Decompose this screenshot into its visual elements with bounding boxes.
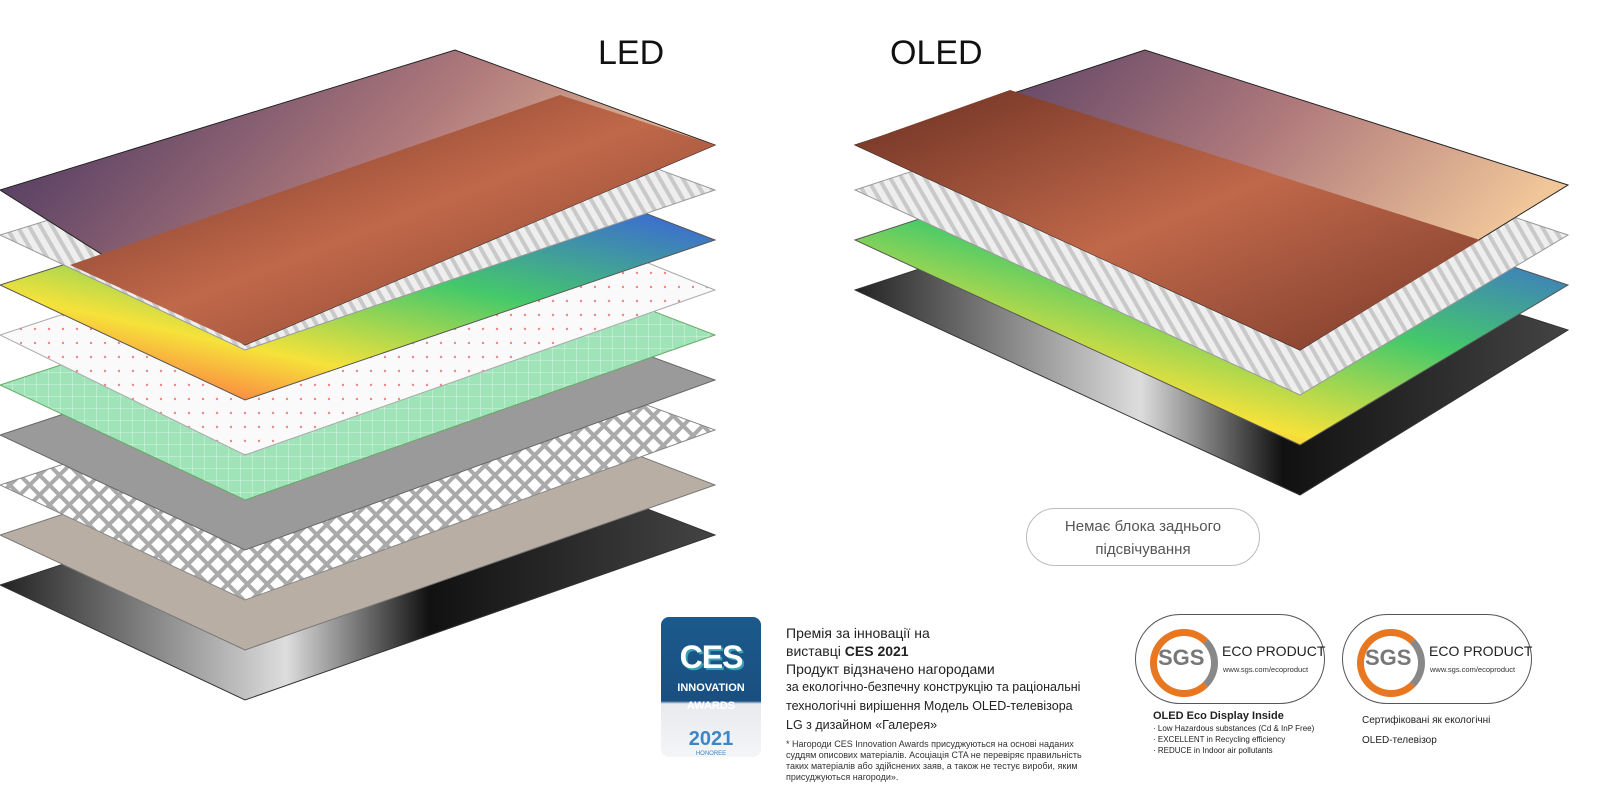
ces-line-text: виставці [786,643,845,659]
sgs-line: OLED-телевізор [1362,735,1437,746]
badge-year: 2021 [688,728,734,750]
led-stack [0,49,717,701]
ces-award-badge: CES INNOVATION AWARDS 2021 HONOREE [661,617,761,757]
oled-stack [853,49,1570,496]
sgs-title: OLED Eco Display Inside [1153,710,1284,722]
sgs-logo-text: SGS [1365,645,1412,670]
sgs-ring-icon [1357,629,1425,697]
ces-line-bold: CES 2021 [844,643,909,659]
oled-heading: OLED [890,34,983,72]
sgs-label: ECO PRODUCT [1222,643,1326,659]
badge-honoree: HONOREE [695,751,727,757]
badge-line: INNOVATION [677,682,745,694]
ces-line: виставці CES 2021 [786,642,1101,660]
sgs-logo-text: SGS [1158,645,1205,670]
no-backlight-label: Немає блока заднього підсвічування [1026,508,1260,566]
ces-line: LG з дизайном «Галерея» [786,718,938,732]
sgs-item: · Low Hazardous substances (Cd & InP Fre… [1153,724,1315,733]
sgs-item: · EXCELLENT in Recycling efficiency [1153,735,1286,744]
ces-logo: CES [679,639,744,675]
ces-line: Продукт відзначено нагородами [786,661,995,677]
sgs-label: ECO PRODUCT [1429,643,1533,659]
badge-line: AWARDS [686,700,736,712]
ces-line: Премія за інновації на [786,625,930,641]
oled-image-sand [855,90,1480,350]
note-line: Немає блока заднього [1064,518,1222,535]
sgs-url: www.sgs.com/ecoproduct [1223,665,1309,674]
sgs-eco-logo: SGS ECO PRODUCT www.sgs.com/ecoproduct [1342,614,1532,704]
sgs-eco-logo: SGS ECO PRODUCT www.sgs.com/ecoproduct [1135,614,1325,704]
led-heading: LED [598,34,665,72]
ces-line: технологічні вирішення Модель OLED-телев… [786,699,1073,713]
sgs-note-1: OLED Eco Display Inside · Low Hazardous … [1153,710,1314,756]
sgs-ring-icon [1150,629,1218,697]
ces-description: Премія за інновації на виставці CES 2021… [786,624,1101,783]
sgs-line: Сертифіковані як екологічні [1362,715,1491,726]
ces-footnote: * Нагороди CES Innovation Awards присудж… [786,739,1082,782]
sgs-item: · REDUCE in Indoor air pollutants [1153,746,1273,755]
sgs-note-2: Сертифіковані як екологічні OLED-телевіз… [1362,711,1490,751]
led-image-sand [70,95,715,345]
ces-line: за екологічно-безпечну конструкцію та ра… [786,680,1081,694]
note-line: підсвічування [1095,541,1191,558]
sgs-url: www.sgs.com/ecoproduct [1430,665,1516,674]
